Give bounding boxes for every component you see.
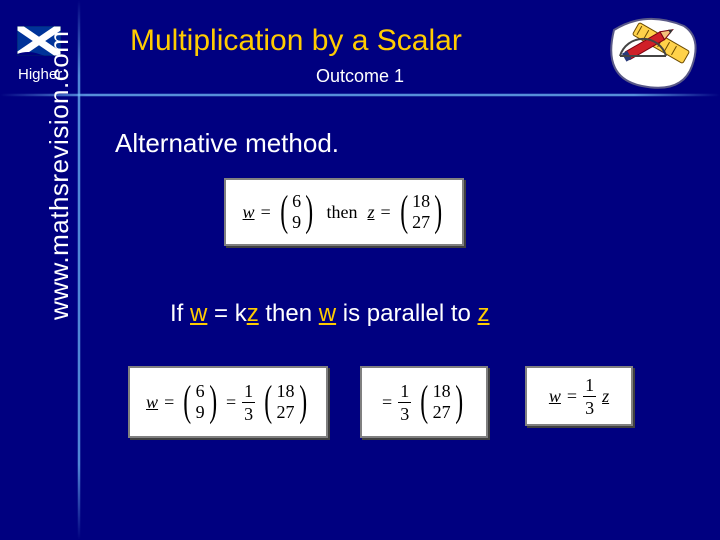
text: = k [207,300,246,327]
horizontal-divider [0,94,720,96]
math-tools-icon [606,16,700,92]
vertical-divider [78,0,80,540]
text: is parallel to [336,300,477,327]
section-heading: Alternative method. [115,128,339,159]
equals-sign: = [261,202,271,223]
var-z: z [478,300,490,327]
vec-bot: 27 [277,402,295,423]
vec-bot: 27 [433,402,451,423]
vec-top: 18 [412,191,430,212]
vec-top: 18 [433,381,451,402]
vec-bot: 9 [292,212,301,233]
fraction: 1 3 [242,382,255,423]
equals-sign: = [567,386,577,407]
equals-sign: = [381,202,391,223]
fraction-num: 1 [398,382,411,400]
fraction-den: 3 [242,405,255,423]
vec-top: 18 [277,381,295,402]
outcome-label: Outcome 1 [316,66,404,87]
equals-sign: = [164,392,174,413]
fraction-num: 1 [242,382,255,400]
equation-box-4: w = 1 3 z [525,366,633,426]
equals-sign: = [226,392,236,413]
var-w: w [190,300,207,327]
fraction-den: 3 [398,405,411,423]
equals-sign: = [382,392,392,413]
var-w: w [319,300,336,327]
var-w: w [243,202,255,223]
equation-box-2: w = ( 6 9 ) = 1 3 ( 18 27 ) [128,366,328,438]
var-z: z [602,386,609,407]
equation-box-3: = 1 3 ( 18 27 ) [360,366,488,438]
var-z: z [368,202,375,223]
text: then [259,300,319,327]
parallel-statement: If w = kz then w is parallel to z [170,300,490,328]
slide-title: Multiplication by a Scalar [130,24,462,58]
then-word: then [323,202,362,223]
fraction-num: 1 [583,376,596,394]
site-url: www.mathsrevision.com [44,31,75,320]
var-w: w [549,386,561,407]
var-w: w [146,392,158,413]
fraction-den: 3 [583,399,596,417]
equation-box-1: w = ( 6 9 ) then z = ( 18 27 ) [224,178,464,246]
fraction: 1 3 [398,382,411,423]
var-z: z [247,300,259,327]
vec-top: 6 [292,191,301,212]
vec-top: 6 [196,381,205,402]
text: If [170,300,190,327]
vec-bot: 27 [412,212,430,233]
fraction: 1 3 [583,376,596,417]
vec-bot: 9 [196,402,205,423]
